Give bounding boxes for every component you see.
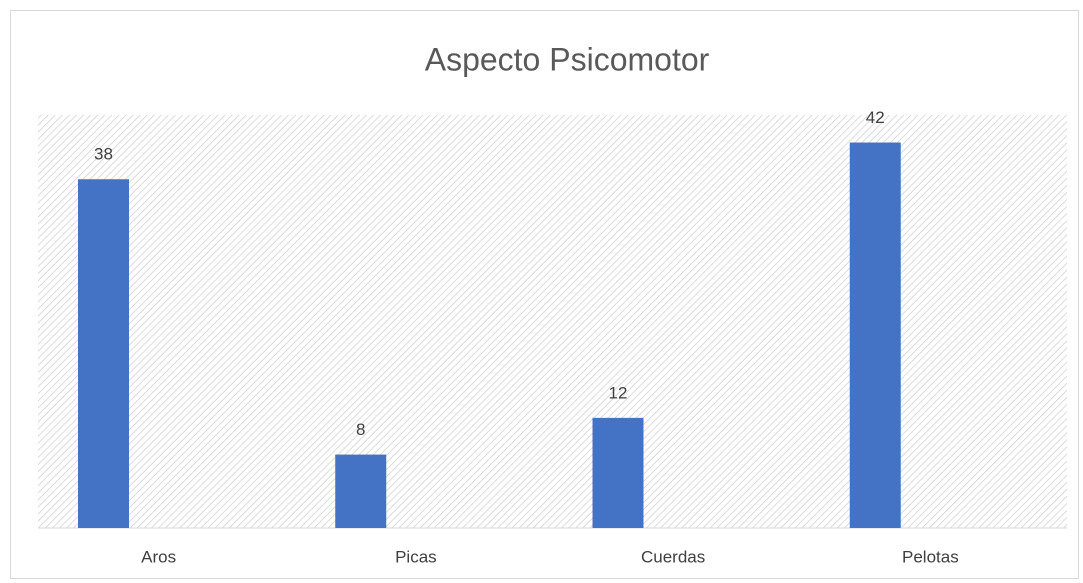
- plot-area: [38, 115, 1067, 528]
- bar: [849, 142, 901, 529]
- x-tick-label: Aros: [141, 547, 176, 566]
- bar: [78, 179, 129, 528]
- bar: [335, 454, 387, 528]
- x-tick-label: Pelotas: [902, 547, 959, 566]
- x-tick-label: Picas: [395, 547, 437, 566]
- bar: [592, 417, 644, 528]
- x-tick-label: Cuerdas: [641, 547, 705, 566]
- data-label: 42: [866, 108, 885, 127]
- data-label: 38: [94, 145, 113, 164]
- data-label: 12: [609, 383, 628, 402]
- chart-title: Aspecto Psicomotor: [425, 41, 710, 77]
- data-label: 8: [356, 420, 365, 439]
